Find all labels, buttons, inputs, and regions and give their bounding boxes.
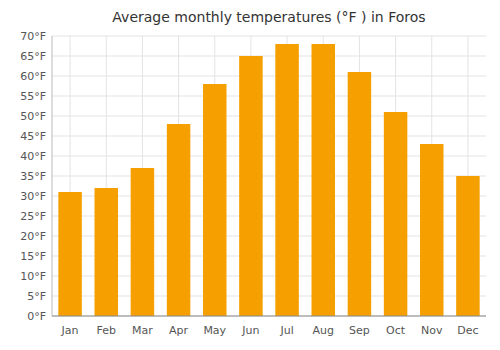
y-tick-label: 10°F [20, 270, 46, 283]
bar [131, 168, 155, 316]
y-tick-label: 25°F [20, 210, 46, 223]
y-tick-label: 5°F [27, 290, 46, 303]
bar [348, 72, 372, 316]
bar [384, 112, 408, 316]
y-tick-label: 30°F [20, 190, 46, 203]
bar [311, 44, 335, 316]
y-tick-label: 0°F [27, 310, 46, 323]
bar [203, 84, 227, 316]
axes: 0°F 5°F 10°F 15°F 20°F 25°F 30°F 35°F 40°F 45°F 50… [20, 30, 478, 337]
y-tick-label: 55°F [20, 90, 46, 103]
y-axis-line [52, 36, 53, 316]
chart-svg: Average monthly temperatures (°F ) in Fo… [0, 0, 500, 350]
x-tick-label: Sep [349, 324, 370, 337]
x-tick-label: Oct [386, 324, 406, 337]
y-tick-label: 65°F [20, 50, 46, 63]
y-grid-line [52, 96, 486, 97]
x-tick-label: May [203, 324, 226, 337]
y-grid-line [52, 76, 486, 77]
x-tick-label: Aug [313, 324, 334, 337]
x-tick-label: Feb [97, 324, 116, 337]
x-tick-label: Jul [279, 324, 293, 337]
y-tick-label: 20°F [20, 230, 46, 243]
x-tick-label: Nov [421, 324, 443, 337]
x-tick-label: Jun [241, 324, 259, 337]
x-tick-label: Jan [61, 324, 79, 337]
chart-title: Average monthly temperatures (°F ) in Fo… [112, 9, 425, 25]
y-tick-label: 70°F [20, 30, 46, 43]
y-grid-line [52, 36, 486, 37]
y-tick-label: 40°F [20, 150, 46, 163]
y-tick-label: 35°F [20, 170, 46, 183]
chart-container: Average monthly temperatures (°F ) in Fo… [0, 0, 500, 350]
y-tick-label: 60°F [20, 70, 46, 83]
y-grid-line [52, 56, 486, 57]
bar [239, 56, 263, 316]
bar [275, 44, 299, 316]
y-tick-label: 45°F [20, 130, 46, 143]
y-grid-line [52, 116, 486, 117]
x-axis-line [52, 316, 486, 317]
y-tick-label: 50°F [20, 110, 46, 123]
x-tick-label: Apr [169, 324, 189, 337]
bar [167, 124, 191, 316]
y-tick-label: 15°F [20, 250, 46, 263]
x-tick-label: Mar [132, 324, 153, 337]
x-tick-label: Dec [457, 324, 478, 337]
bar [456, 176, 480, 316]
bar [94, 188, 118, 316]
y-grid-line [52, 136, 486, 137]
bar [420, 144, 444, 316]
y-grid-line [52, 316, 486, 317]
bar [58, 192, 82, 316]
grid [52, 36, 486, 316]
bars [58, 44, 479, 316]
